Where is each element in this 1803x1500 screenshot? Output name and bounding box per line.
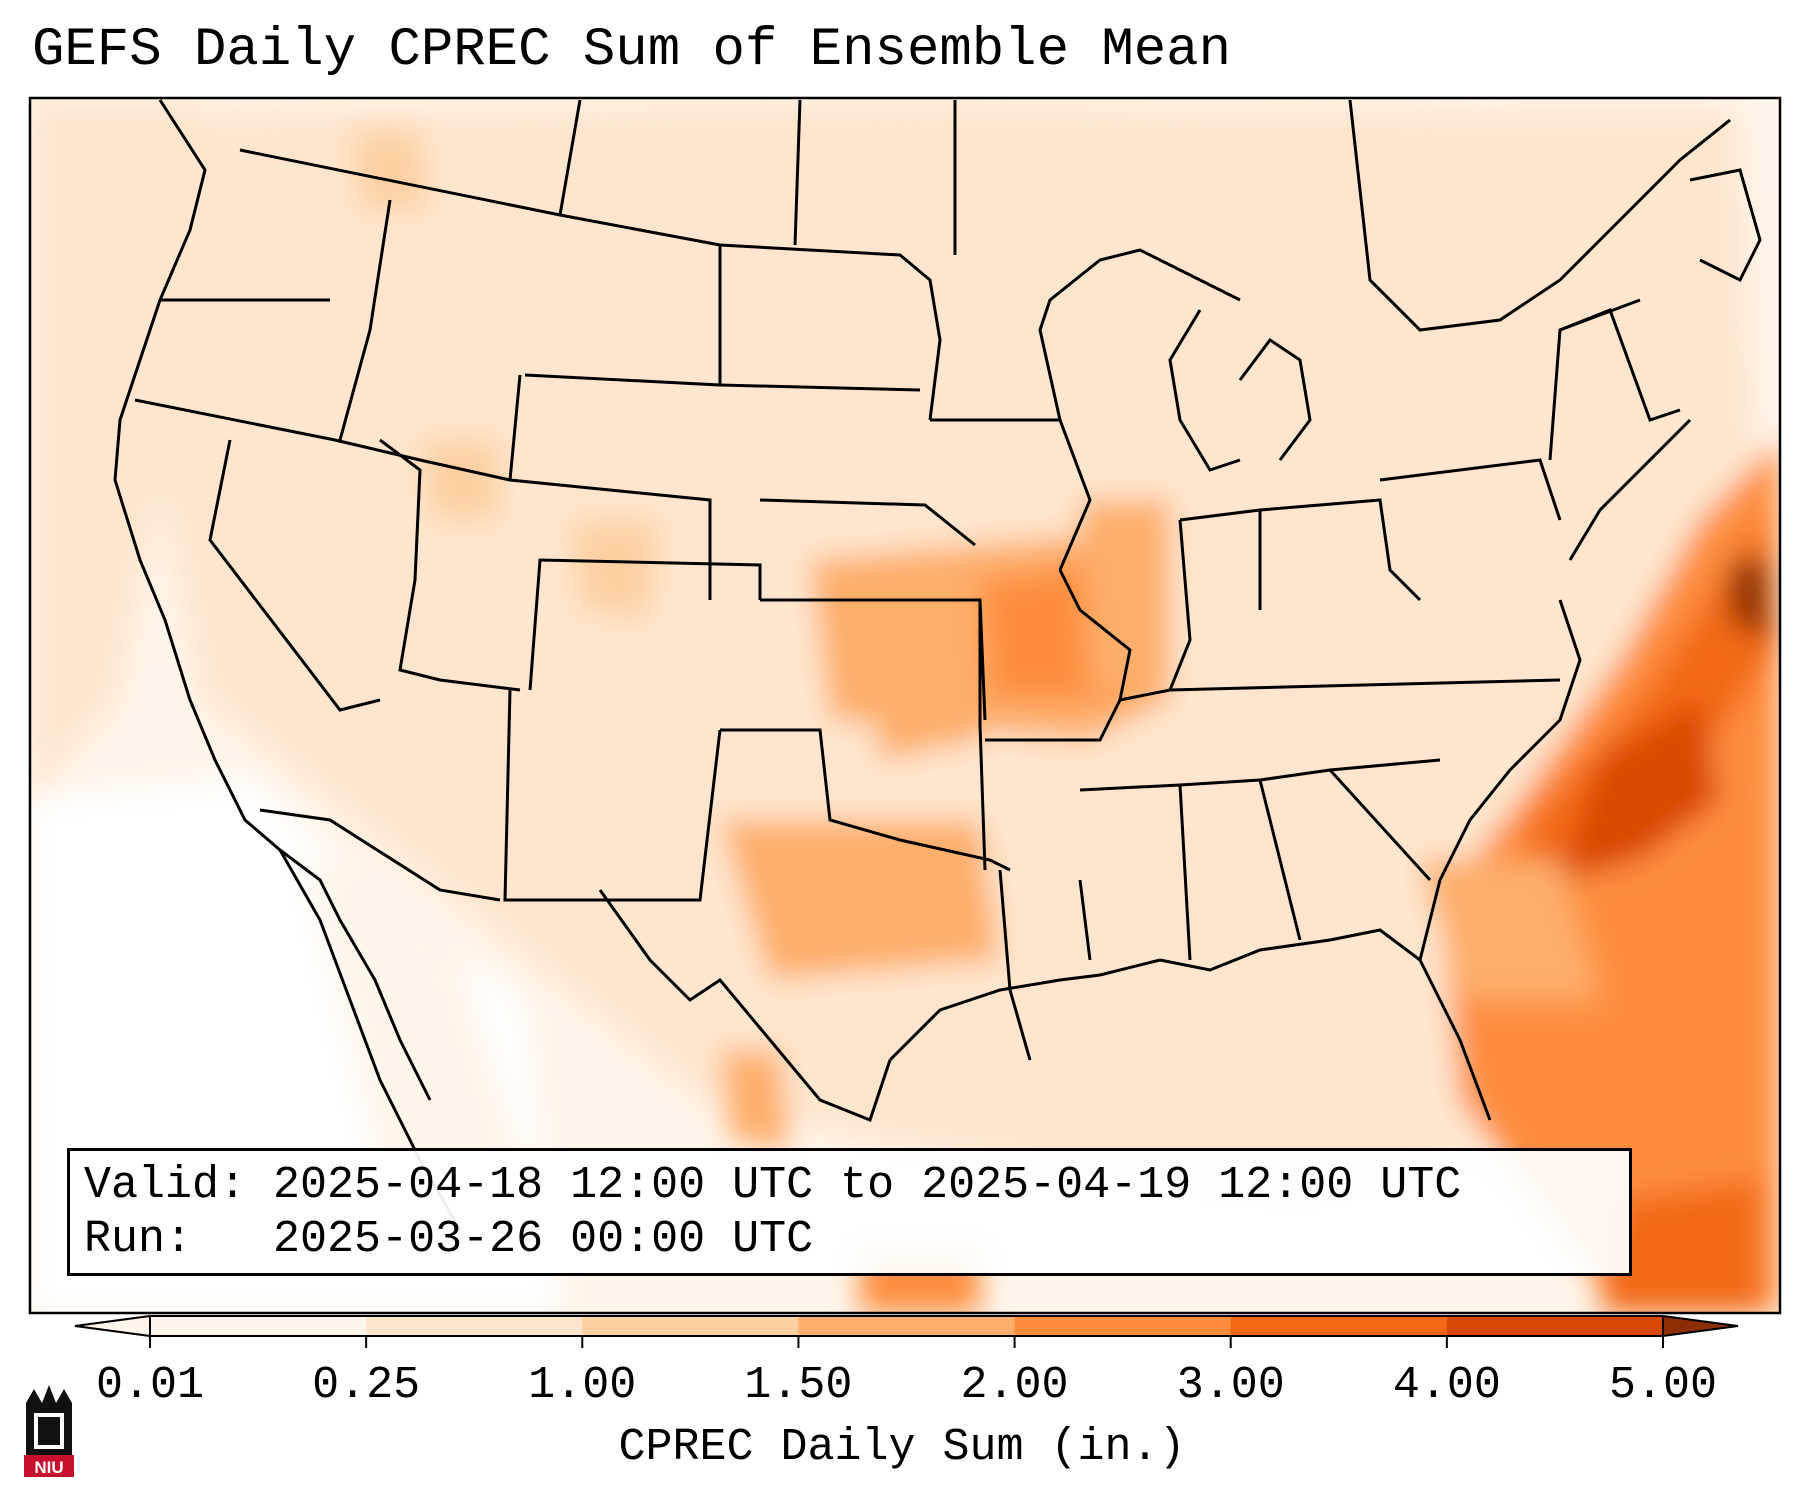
colorbar-tick-label: 0.25 [312, 1360, 421, 1411]
colorbar-segment [1014, 1316, 1232, 1336]
colorbar-tick-label: 3.00 [1176, 1360, 1285, 1411]
run-line: Run: 2025-03-26 00:00 UTC [84, 1213, 1615, 1267]
colorbar-segment [366, 1316, 583, 1336]
valid-label: Valid: [84, 1160, 247, 1211]
valid-value: 2025-04-18 12:00 UTC to 2025-04-19 12:00… [273, 1160, 1462, 1211]
colorbar-segment [798, 1316, 1016, 1336]
colorbar-tick-label: 1.00 [528, 1360, 637, 1411]
colorbar-tick-label: 4.00 [1392, 1360, 1501, 1411]
niu-logo: NIU [24, 1385, 74, 1477]
colorbar-extend-low [74, 1314, 151, 1338]
map-frame [28, 96, 1782, 1315]
map-title: GEFS Daily CPREC Sum of Ensemble Mean [32, 20, 1231, 81]
colorbar-segment [150, 1316, 367, 1336]
run-value: 2025-03-26 00:00 UTC [273, 1214, 814, 1265]
info-box: Valid: 2025-04-18 12:00 UTC to 2025-04-1… [67, 1148, 1632, 1276]
colorbar-tick-label: 0.01 [95, 1360, 205, 1411]
colorbar-tick-label: 2.00 [960, 1360, 1069, 1411]
colorbar-frame [149, 1315, 1664, 1337]
boundaries [113, 99, 1762, 1231]
valid-line: Valid: 2025-04-18 12:00 UTC to 2025-04-1… [84, 1159, 1615, 1213]
run-label: Run: [84, 1214, 193, 1265]
colorbar-tick-label: 1.50 [744, 1360, 853, 1411]
colorbar-segment [1446, 1316, 1664, 1336]
colorbar-label: CPREC Daily Sum (in.) [618, 1422, 1186, 1473]
precip-field [30, 98, 1780, 1313]
colorbar [74, 1314, 1739, 1348]
colorbar-segment [582, 1316, 799, 1336]
colorbar-tick-label: 5.00 [1608, 1360, 1718, 1411]
colorbar-segment [1230, 1316, 1448, 1336]
colorbar-extend-high [1662, 1314, 1739, 1338]
svg-text:NIU: NIU [34, 1458, 63, 1477]
